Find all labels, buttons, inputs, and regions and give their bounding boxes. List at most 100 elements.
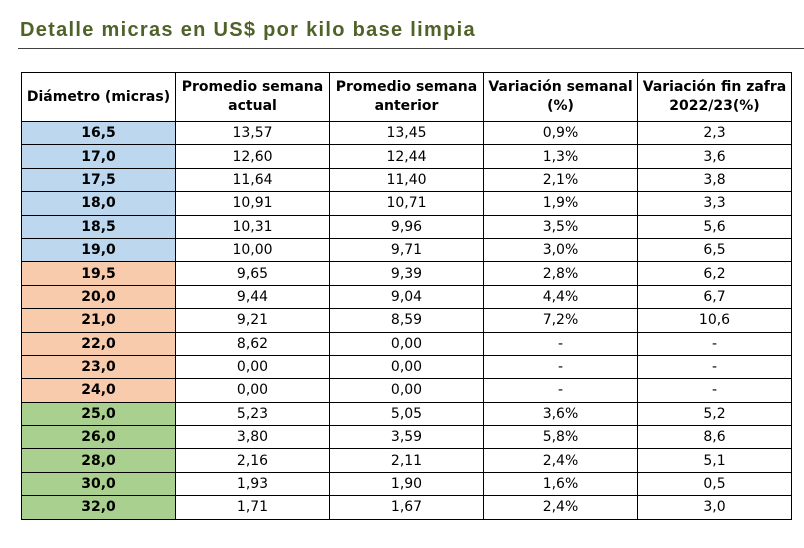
header-promedio-actual: Promedio semana actual — [175, 72, 330, 122]
table-row: 22,0 8,62 0,00- - — [21, 331, 792, 356]
cell-variacion-zafra: 6,7 — [637, 284, 792, 310]
cell-promedio-anterior: 12,44 — [329, 144, 484, 169]
cell-variacion-semanal: 3,0% — [483, 237, 638, 263]
table-row: 19,0 10,00 9,71 3,0% 6,5 — [21, 237, 792, 263]
cell-diametro: 20,0 — [21, 284, 176, 310]
cell-variacion-zafra: 5,1 — [637, 448, 792, 473]
cell-promedio-actual: 12,60 — [175, 144, 330, 169]
cell-variacion-semanal: 3,6% — [483, 401, 638, 427]
cell-promedio-actual: 10,00 — [175, 237, 330, 263]
cell-variacion-semanal: 7,2% — [483, 308, 638, 333]
cell-promedio-actual: 13,57 — [175, 120, 330, 146]
micras-table: Diámetro (micras) Promedio semana actual… — [21, 72, 792, 520]
table-row: 26,0 3,80 3,59 5,8% 8,6 — [21, 425, 792, 450]
cell-diametro: 30,0 — [21, 471, 176, 497]
header-variacion-semanal: Variación semanal (%) — [483, 72, 638, 122]
cell-variacion-zafra: 0,5 — [637, 471, 792, 497]
cell-variacion-zafra: 6,2 — [637, 261, 792, 286]
cell-variacion-semanal: 2,1% — [483, 167, 638, 193]
cell-diametro: 23,0 — [21, 354, 176, 380]
cell-variacion-zafra: 2,3 — [637, 120, 792, 146]
title-underline — [18, 48, 804, 49]
cell-promedio-actual: 9,44 — [175, 284, 330, 310]
cell-variacion-semanal: 0,9% — [483, 120, 638, 146]
header-promedio-anterior: Promedio semana anterior — [329, 72, 484, 122]
cell-variacion-semanal: 1,9% — [483, 191, 638, 216]
cell-promedio-anterior: 11,40 — [329, 167, 484, 193]
cell-promedio-anterior: 9,71 — [329, 237, 484, 263]
cell-promedio-actual: 3,80 — [175, 425, 330, 450]
table-row: 21,0 9,21 8,59 7,2% 10,6 — [21, 308, 792, 333]
cell-variacion-semanal: 5,8% — [483, 425, 638, 450]
cell-promedio-actual: 9,65 — [175, 261, 330, 286]
cell-variacion-semanal: 2,4% — [483, 495, 638, 520]
cell-promedio-actual: 2,16 — [175, 448, 330, 473]
cell-variacion-zafra: - — [637, 331, 792, 356]
cell-variacion-semanal: 2,8% — [483, 261, 638, 286]
cell-promedio-anterior: 0,00 — [329, 354, 484, 380]
cell-diametro: 17,0 — [21, 144, 176, 169]
cell-diametro: 18,0 — [21, 191, 176, 216]
cell-variacion-zafra: - — [637, 378, 792, 403]
cell-variacion-semanal: - — [483, 331, 638, 356]
cell-variacion-zafra: 6,5 — [637, 237, 792, 263]
cell-variacion-zafra: 3,6 — [637, 144, 792, 169]
cell-promedio-anterior: 0,00 — [329, 331, 484, 356]
table-row: 17,5 11,64 11,40 2,1% 3,8 — [21, 167, 792, 193]
table-row: 18,5 10,31 9,96 3,5% 5,6 — [21, 214, 792, 239]
cell-variacion-zafra: 10,6 — [637, 308, 792, 333]
table-row: 16,5 13,57 13,45 0,9% 2,3 — [21, 120, 792, 146]
cell-promedio-anterior: 1,67 — [329, 495, 484, 520]
cell-variacion-zafra: 3,0 — [637, 495, 792, 520]
cell-diametro: 17,5 — [21, 167, 176, 193]
header-diametro: Diámetro (micras) — [21, 72, 176, 122]
table-row: 18,0 10,91 10,71 1,9% 3,3 — [21, 191, 792, 216]
table-row: 20,0 9,44 9,04 4,4% 6,7 — [21, 284, 792, 310]
cell-variacion-semanal: - — [483, 378, 638, 403]
table-header-row: Diámetro (micras) Promedio semana actual… — [21, 72, 792, 122]
cell-variacion-semanal: 2,4% — [483, 448, 638, 473]
table-row: 19,5 9,65 9,39 2,8% 6,2 — [21, 261, 792, 286]
cell-variacion-zafra: 5,6 — [637, 214, 792, 239]
cell-promedio-actual: 0,00 — [175, 354, 330, 380]
cell-variacion-semanal: 1,6% — [483, 471, 638, 497]
cell-variacion-semanal: - — [483, 354, 638, 380]
cell-diametro: 28,0 — [21, 448, 176, 473]
cell-promedio-actual: 1,93 — [175, 471, 330, 497]
table-row: 32,0 1,71 1,67 2,4% 3,0 — [21, 495, 792, 520]
cell-promedio-actual: 9,21 — [175, 308, 330, 333]
table-row: 25,0 5,23 5,05 3,6% 5,2 — [21, 401, 792, 427]
cell-promedio-anterior: 0,00 — [329, 378, 484, 403]
table-body: 16,5 13,57 13,45 0,9% 2,3 17,0 12,60 12,44 1,3% 3… — [21, 120, 792, 520]
cell-promedio-anterior: 9,96 — [329, 214, 484, 239]
cell-promedio-actual: 10,91 — [175, 191, 330, 216]
cell-diametro: 24,0 — [21, 378, 176, 403]
cell-diametro: 22,0 — [21, 331, 176, 356]
cell-promedio-anterior: 13,45 — [329, 120, 484, 146]
cell-variacion-zafra: - — [637, 354, 792, 380]
cell-promedio-anterior: 9,04 — [329, 284, 484, 310]
table-row: 24,0 0,00 0,00- - — [21, 378, 792, 403]
cell-promedio-actual: 5,23 — [175, 401, 330, 427]
cell-variacion-zafra: 3,3 — [637, 191, 792, 216]
cell-promedio-actual: 1,71 — [175, 495, 330, 520]
cell-promedio-actual: 0,00 — [175, 378, 330, 403]
cell-promedio-anterior: 3,59 — [329, 425, 484, 450]
cell-promedio-anterior: 10,71 — [329, 191, 484, 216]
cell-diametro: 18,5 — [21, 214, 176, 239]
cell-promedio-actual: 10,31 — [175, 214, 330, 239]
cell-variacion-semanal: 1,3% — [483, 144, 638, 169]
cell-diametro: 25,0 — [21, 401, 176, 427]
cell-variacion-semanal: 3,5% — [483, 214, 638, 239]
cell-variacion-zafra: 8,6 — [637, 425, 792, 450]
table-row: 23,0 0,00 0,00- - — [21, 354, 792, 380]
cell-variacion-zafra: 3,8 — [637, 167, 792, 193]
cell-diametro: 16,5 — [21, 120, 176, 146]
table-row: 17,0 12,60 12,44 1,3% 3,6 — [21, 144, 792, 169]
cell-promedio-anterior: 9,39 — [329, 261, 484, 286]
cell-variacion-semanal: 4,4% — [483, 284, 638, 310]
cell-diametro: 26,0 — [21, 425, 176, 450]
cell-promedio-actual: 8,62 — [175, 331, 330, 356]
cell-promedio-actual: 11,64 — [175, 167, 330, 193]
cell-variacion-zafra: 5,2 — [637, 401, 792, 427]
